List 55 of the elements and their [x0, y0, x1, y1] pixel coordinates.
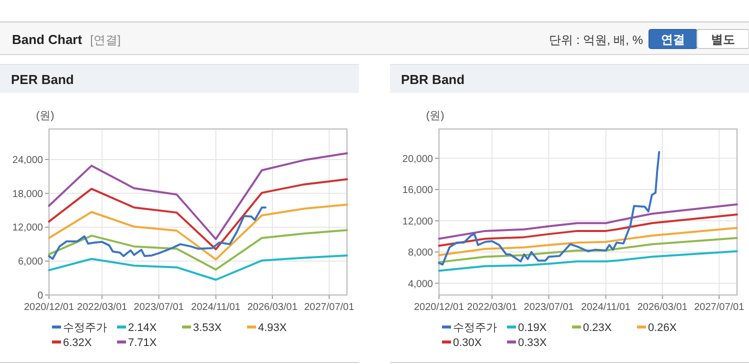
line-series — [438, 214, 738, 247]
y-tick-label: 4,000 — [408, 278, 434, 290]
x-tick-label: 2023/07/01 — [524, 302, 574, 313]
legend-label: 수정주가 — [453, 322, 497, 334]
line-series — [48, 206, 266, 260]
y-axis-title: (원) — [36, 110, 54, 122]
x-tick-label: 2022/03/01 — [77, 302, 128, 313]
x-tick-label: 2022/03/01 — [467, 302, 518, 313]
legend-label: 수정주가 — [63, 322, 107, 334]
legend-label: 0.19X — [518, 322, 548, 334]
chart-title: PBR Band — [401, 72, 465, 87]
text: 단위 : 억원, 배, % — [548, 33, 644, 47]
line-series — [438, 203, 738, 240]
y-tick-label: 6,000 — [18, 256, 44, 268]
legend-label: 7.71X — [128, 337, 158, 349]
x-tick-label: 2023/07/01 — [134, 302, 184, 313]
x-tick-label: 2026/03/01 — [247, 302, 298, 313]
line-series — [48, 204, 348, 260]
legend-label: 0.23X — [583, 322, 612, 334]
x-tick-label: 2027/07/01 — [304, 302, 355, 313]
legend-label: 0.30X — [453, 337, 482, 349]
y-axis-title: (원) — [426, 110, 444, 122]
y-tick-label: 0 — [37, 290, 44, 302]
line-series — [48, 229, 348, 271]
legend-label: 2.14X — [128, 322, 158, 334]
chart-title: PER Band — [11, 72, 74, 87]
line-series — [438, 236, 738, 264]
y-tick-label: 12,000 — [12, 222, 44, 234]
line-series — [438, 151, 660, 266]
legend-label: 3.53X — [193, 322, 222, 334]
y-tick-label: 24,000 — [12, 154, 44, 166]
legend-label: 0.33X — [518, 337, 548, 349]
x-tick-label: 2027/07/01 — [694, 302, 745, 313]
legend-label: 0.26X — [648, 322, 678, 334]
line-series — [48, 152, 348, 240]
y-tick-label: 8,000 — [408, 248, 434, 259]
legend-label: 4.93X — [258, 322, 288, 334]
text: 연결 — [661, 32, 685, 46]
x-tick-label: 2020/12/01 — [414, 302, 464, 313]
line-series — [48, 254, 348, 281]
x-tick-label: 2026/03/01 — [637, 302, 688, 313]
line-series — [48, 178, 348, 250]
text: 별도 — [711, 32, 735, 46]
x-tick-label: 2020/12/01 — [24, 302, 74, 313]
line-series — [438, 226, 738, 256]
y-tick-label: 16,000 — [402, 185, 434, 196]
y-tick-label: 18,000 — [12, 188, 44, 200]
text: Band Chart — [12, 32, 83, 47]
legend-label: 6.32X — [63, 337, 92, 349]
x-tick-label: 2024/11/01 — [191, 302, 241, 313]
line-series — [438, 250, 738, 272]
text: [연결] — [90, 33, 121, 47]
y-tick-label: 12,000 — [402, 216, 434, 228]
x-tick-label: 2024/11/01 — [581, 302, 631, 313]
y-tick-label: 20,000 — [402, 154, 434, 165]
